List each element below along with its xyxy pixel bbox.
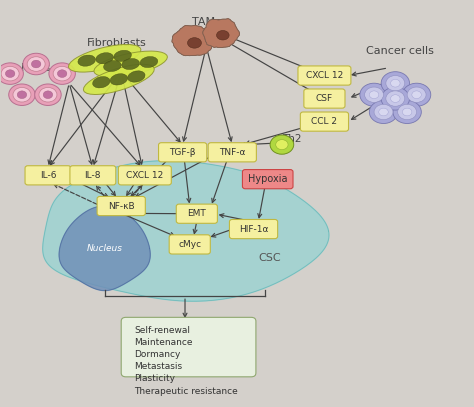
Circle shape: [365, 87, 383, 103]
FancyBboxPatch shape: [176, 204, 218, 223]
Text: CXCL 12: CXCL 12: [306, 71, 343, 80]
Text: MSCs: MSCs: [21, 63, 51, 73]
Circle shape: [53, 66, 71, 81]
Circle shape: [23, 53, 49, 75]
FancyBboxPatch shape: [121, 317, 256, 377]
FancyBboxPatch shape: [97, 197, 146, 216]
FancyBboxPatch shape: [25, 166, 71, 185]
Text: NF-κB: NF-κB: [108, 201, 135, 210]
FancyBboxPatch shape: [158, 143, 207, 162]
FancyBboxPatch shape: [304, 89, 345, 108]
Ellipse shape: [103, 61, 121, 72]
Text: EMT: EMT: [187, 209, 206, 218]
Ellipse shape: [83, 64, 154, 94]
Text: Self-renewal
Maintenance
Dormancy
Metastasis
Plasticity
Therapeutic resistance: Self-renewal Maintenance Dormancy Metast…: [135, 326, 238, 396]
Circle shape: [35, 84, 61, 105]
Circle shape: [270, 135, 294, 154]
Circle shape: [1, 66, 19, 81]
Circle shape: [17, 91, 27, 98]
Circle shape: [407, 87, 426, 103]
Circle shape: [5, 70, 15, 77]
Text: CCL 2: CCL 2: [311, 117, 337, 126]
Circle shape: [379, 108, 388, 116]
Circle shape: [402, 108, 412, 116]
Text: cMyc: cMyc: [178, 240, 201, 249]
Ellipse shape: [96, 53, 113, 64]
Ellipse shape: [94, 51, 167, 77]
FancyBboxPatch shape: [301, 112, 348, 131]
Circle shape: [393, 101, 421, 123]
FancyBboxPatch shape: [229, 219, 278, 239]
Circle shape: [402, 83, 431, 106]
Ellipse shape: [140, 57, 158, 68]
Text: IL-8: IL-8: [84, 171, 101, 180]
Text: IL-6: IL-6: [40, 171, 56, 180]
Circle shape: [369, 91, 379, 98]
Text: TAMs: TAMs: [192, 17, 221, 27]
Text: HIF-1α: HIF-1α: [239, 225, 268, 234]
Polygon shape: [59, 206, 150, 291]
Text: CSC: CSC: [259, 253, 282, 263]
Text: Fibroblasts: Fibroblasts: [87, 38, 146, 48]
Circle shape: [9, 84, 35, 105]
Circle shape: [369, 101, 398, 123]
Ellipse shape: [78, 55, 95, 66]
Text: Hypoxia: Hypoxia: [248, 174, 287, 184]
Circle shape: [381, 87, 410, 110]
Ellipse shape: [217, 31, 229, 40]
Circle shape: [31, 60, 41, 68]
Ellipse shape: [68, 44, 141, 72]
Ellipse shape: [188, 38, 201, 48]
Ellipse shape: [114, 50, 131, 61]
Text: Th2: Th2: [282, 134, 301, 144]
Text: CSF: CSF: [316, 94, 333, 103]
FancyBboxPatch shape: [169, 235, 210, 254]
Text: Nucleus: Nucleus: [87, 244, 123, 253]
Polygon shape: [203, 19, 239, 48]
Polygon shape: [43, 161, 329, 301]
Circle shape: [13, 88, 31, 102]
FancyBboxPatch shape: [208, 143, 256, 162]
Ellipse shape: [128, 71, 145, 82]
Text: Cancer cells: Cancer cells: [366, 46, 434, 56]
FancyBboxPatch shape: [118, 166, 171, 185]
Circle shape: [39, 88, 57, 102]
Circle shape: [49, 63, 75, 84]
Ellipse shape: [122, 59, 139, 70]
Circle shape: [398, 104, 417, 120]
FancyBboxPatch shape: [298, 66, 351, 85]
Ellipse shape: [92, 77, 110, 88]
Circle shape: [27, 57, 45, 71]
Polygon shape: [203, 19, 239, 48]
Ellipse shape: [110, 74, 128, 85]
Circle shape: [412, 91, 421, 98]
Circle shape: [391, 79, 400, 87]
Circle shape: [381, 72, 410, 95]
Circle shape: [276, 140, 288, 150]
Circle shape: [43, 91, 53, 98]
FancyBboxPatch shape: [70, 166, 116, 185]
Polygon shape: [172, 26, 213, 56]
Text: TNF-α: TNF-α: [219, 148, 246, 157]
Text: TGF-β: TGF-β: [169, 148, 196, 157]
Circle shape: [57, 70, 67, 77]
Polygon shape: [172, 26, 213, 56]
Circle shape: [391, 95, 400, 103]
Text: CXCL 12: CXCL 12: [126, 171, 164, 180]
Circle shape: [386, 91, 405, 106]
Circle shape: [0, 63, 23, 84]
Circle shape: [386, 76, 405, 91]
Circle shape: [374, 104, 393, 120]
FancyBboxPatch shape: [242, 170, 293, 189]
Circle shape: [360, 83, 388, 106]
